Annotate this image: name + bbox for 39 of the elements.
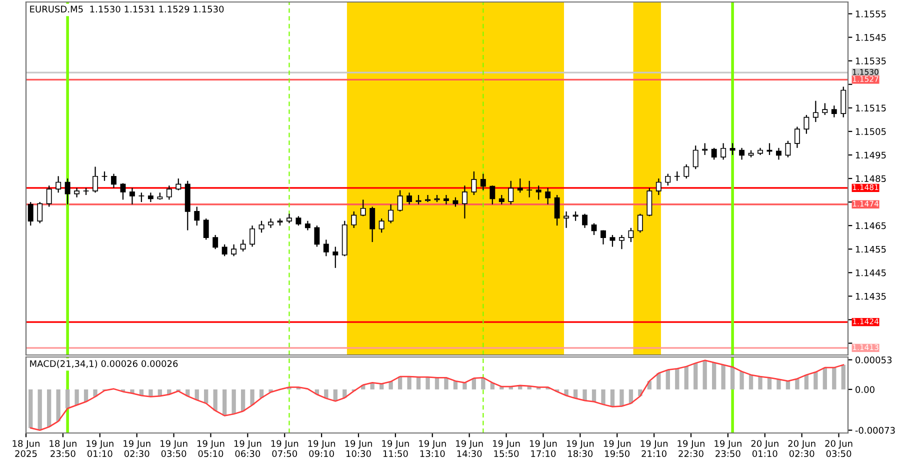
y-tick-label: 1.1495 (856, 152, 886, 159)
x-tick-label: 19 Jun 13:10 (419, 440, 446, 458)
y-tick-label: 1.1505 (856, 128, 886, 135)
x-tick-label: 19 Jun 23:50 (714, 440, 742, 458)
x-tick-label: 19 Jun 21:10 (640, 440, 668, 458)
x-tick-label: 19 Jun 18:30 (566, 440, 594, 458)
y-tick-label: 1.1485 (856, 175, 886, 182)
x-tick-label: 19 Jun 10:30 (345, 440, 372, 458)
x-tick-label: 19 Jun 03:50 (160, 440, 188, 458)
x-tick-label: 20 Jun 01:10 (751, 440, 778, 458)
x-tick-label: 19 Jun 05:10 (197, 440, 224, 458)
x-tick-label: 20 Jun 03:50 (825, 440, 852, 458)
x-tick-label: 20 Jun 02:30 (788, 440, 816, 458)
x-tick-label: 19 Jun 15:50 (493, 440, 520, 458)
y-tick-label: 1.1535 (856, 58, 886, 64)
x-tick-label: 19 Jun 09:10 (308, 440, 336, 458)
chart-title: MACD(21,34,1) 0.00026 0.00026 (30, 360, 178, 368)
x-tick-label: 19 Jun 06:30 (234, 440, 262, 458)
x-tick-label: 18 Jun 2025 (12, 440, 40, 458)
x-tick-label: 19 Jun 07:50 (271, 440, 298, 458)
chart-title: EURUSD.M5 1.1530 1.1531 1.1529 1.1530 (30, 6, 224, 13)
y-tick-label: 1.1515 (856, 104, 886, 112)
y-tick-label: 1.1455 (856, 246, 886, 253)
y-tick-label: 1.1545 (856, 34, 886, 41)
x-tick-label: 19 Jun 22:30 (678, 440, 704, 458)
y-tick-label: 1.1445 (856, 269, 886, 276)
y-tick-label: 0.00 (856, 386, 874, 393)
y-tick-label: -0.00073 (855, 426, 895, 434)
y-tick-label: 1.1435 (856, 292, 886, 300)
y-tick-label: 0.00053 (856, 356, 892, 364)
x-tick-label: 19 Jun 14:30 (456, 440, 483, 458)
x-tick-label: 19 Jun 01:10 (86, 440, 114, 458)
y-tick-label: 1.1465 (856, 222, 886, 230)
x-tick-label: 19 Jun 19:50 (604, 440, 631, 458)
x-tick-label: 19 Jun 11:50 (382, 440, 409, 458)
x-tick-label: 18 Jun 23:50 (50, 440, 76, 458)
x-tick-label: 19 Jun 02:30 (124, 440, 150, 458)
y-tick-label: 1.1555 (856, 10, 886, 18)
x-tick-label: 19 Jun 17:10 (530, 440, 557, 458)
